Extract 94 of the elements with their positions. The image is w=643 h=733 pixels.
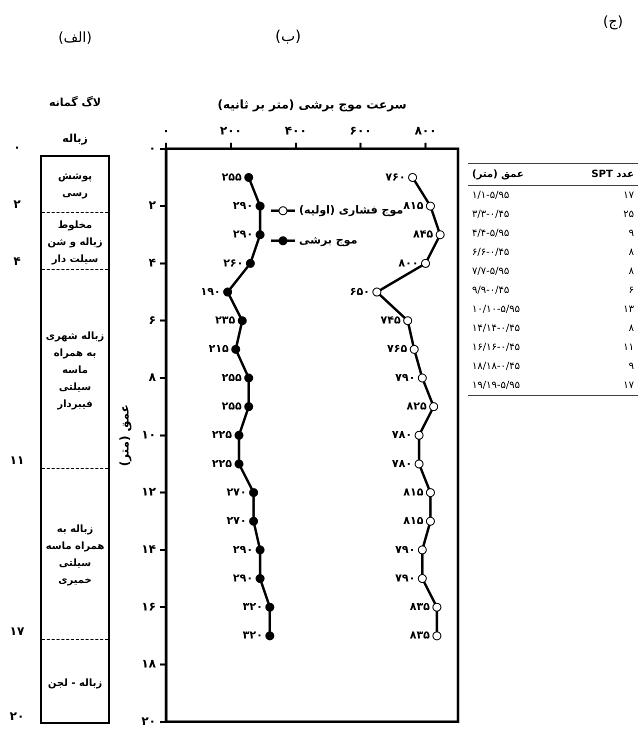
data-label: ۲۵۵ (222, 370, 242, 384)
y-tick-label: ۴ (148, 256, 156, 270)
text: ۸ (628, 323, 634, 334)
y-tick-label: ۲۰ (141, 714, 156, 728)
y-tick-label: ۰ (148, 140, 156, 155)
text: ۸ (628, 266, 634, 277)
text: (ج) (603, 14, 623, 30)
text: ۱۷ (623, 380, 634, 391)
text: ۱۰/۱۰-۵/۹۵ (472, 304, 520, 315)
data-label: ۴ (12, 254, 22, 268)
y-tick-label: ۶ (148, 312, 156, 327)
x-tick-label: ۰ (162, 124, 170, 138)
text: ۴/۴-۵/۹۵ (472, 228, 510, 239)
text: ۰ (12, 140, 22, 154)
text: ۱۷ (623, 190, 634, 201)
text: ۱۳ (623, 304, 634, 315)
y-tick-label: ۸ (148, 370, 157, 384)
data-label: ۲۰ (8, 709, 26, 723)
data-label: ۲۵۵ (222, 170, 242, 184)
y-tick-label: ۱۴ (141, 542, 156, 556)
data-label: ۲۲۵ (212, 456, 232, 470)
text: لاگ گمانه (48, 96, 102, 109)
x-tick-label: ۶۰۰ (350, 124, 372, 138)
category-label: مخلوط زباله و شن سیلت دار (46, 218, 104, 267)
legend-label: موج برشی (299, 234, 358, 247)
data-label: ۲۱۵ (208, 342, 230, 356)
data-label: ۷۶۵ (387, 342, 408, 356)
chart-title: (ب) (275, 26, 301, 45)
x-tick-label: ۲۰۰ (220, 124, 242, 138)
data-label: ۲۹۰ (232, 228, 254, 241)
data-label: ۱۷ (8, 624, 26, 638)
data-label: ۲۶۰ (223, 256, 244, 270)
category-label: عمق (متر) (471, 168, 525, 182)
data-label: ۲۵۵ (222, 400, 242, 413)
text: ۷/۷-۵/۹۵ (472, 266, 510, 277)
data-label: ۲۷۰ (226, 485, 247, 498)
x-axis-title: سرعت موج برشی (متر بر ثانیه) (218, 97, 406, 112)
text: ۱/۱-۵/۹۵ (472, 190, 510, 201)
data-label: ۲۹۰ (232, 571, 254, 584)
y-tick-label: ۱۶ (141, 599, 156, 614)
data-label: ۷۹۰ (395, 571, 416, 584)
data-label: ۲ (12, 196, 22, 211)
data-label: ۲۷۰ (226, 514, 247, 528)
text: ۱۴/۱۴-۰/۴۵ (472, 323, 520, 334)
x-tick-label: ۸۰۰ (414, 124, 437, 138)
data-label: ۳۲۰ (242, 628, 263, 642)
data-label: ۳۲۰ (242, 600, 263, 614)
data-label: ۱۱ (8, 452, 26, 467)
data-label: ۷۸۰ (392, 428, 412, 442)
y-tick-label: ۱۰ (141, 427, 156, 442)
category-label: عدد SPT (590, 168, 635, 182)
data-label: ۷۸۰ (392, 456, 412, 470)
text: ۳/۳-۰/۴۵ (472, 209, 510, 220)
data-label: ۸۱۵ (403, 198, 424, 212)
text: ۲۵ (623, 209, 634, 220)
text: (الف) (57, 30, 93, 46)
data-label: ۲۹۰ (232, 198, 254, 212)
data-label: ۷۶۰ (385, 170, 406, 184)
data-label: ۶۵۰ (350, 284, 370, 298)
data-label: ۸۱۵ (403, 514, 424, 528)
legend-label: موج فشاری (اولیه) (299, 204, 404, 217)
y-tick-label: ۱۸ (141, 656, 157, 671)
text: ۱۱ (623, 342, 634, 353)
data-label: ۷۹۰ (395, 370, 416, 384)
data-label: ۲۲۵ (212, 428, 232, 442)
data-label: ۸۳۵ (410, 600, 430, 614)
data-label: ۲۳۵ (215, 314, 236, 327)
category-label: زباله - لجن (46, 676, 104, 691)
data-label: ۸۱۵ (403, 485, 424, 498)
category-label: زباله شهری به همراه ماسه سیلتی فیبردار (44, 330, 106, 412)
data-label: ۸۲۵ (406, 400, 427, 413)
data-label: ۸۰۰ (398, 256, 419, 270)
data-label: ۱۹۰ (200, 284, 221, 298)
x-tick-label: ۴۰۰ (284, 124, 307, 138)
text: زباله (61, 132, 89, 145)
text: ۱۶/۱۶-۰/۴۵ (472, 342, 520, 353)
text: ۸ (628, 247, 634, 258)
data-label: ۸۳۵ (410, 628, 430, 642)
category-label: زباله به همراه ماسه سیلتی خمیری (44, 523, 106, 588)
text: ۶ (628, 285, 634, 296)
text: ۹/۹-۰/۴۵ (472, 285, 510, 296)
data-label: ۸۴۵ (413, 228, 434, 241)
text: ۱۸/۱۸-۰/۴۵ (472, 361, 520, 372)
category-label: پوشش رسی (57, 170, 93, 202)
text: ۹ (628, 361, 634, 372)
text: ۹ (628, 228, 634, 239)
y-tick-label: ۱۲ (141, 484, 157, 499)
text: ۱۹/۱۹-۵/۹۵ (472, 380, 520, 391)
data-label: ۲۹۰ (232, 542, 254, 556)
data-label: ۷۴۵ (380, 314, 401, 327)
y-axis-title: عمق (متر) (117, 404, 132, 466)
data-label: ۷۹۰ (395, 542, 416, 556)
text: ۶/۶-۰/۴۵ (472, 247, 510, 258)
y-tick-label: ۲ (148, 198, 157, 212)
